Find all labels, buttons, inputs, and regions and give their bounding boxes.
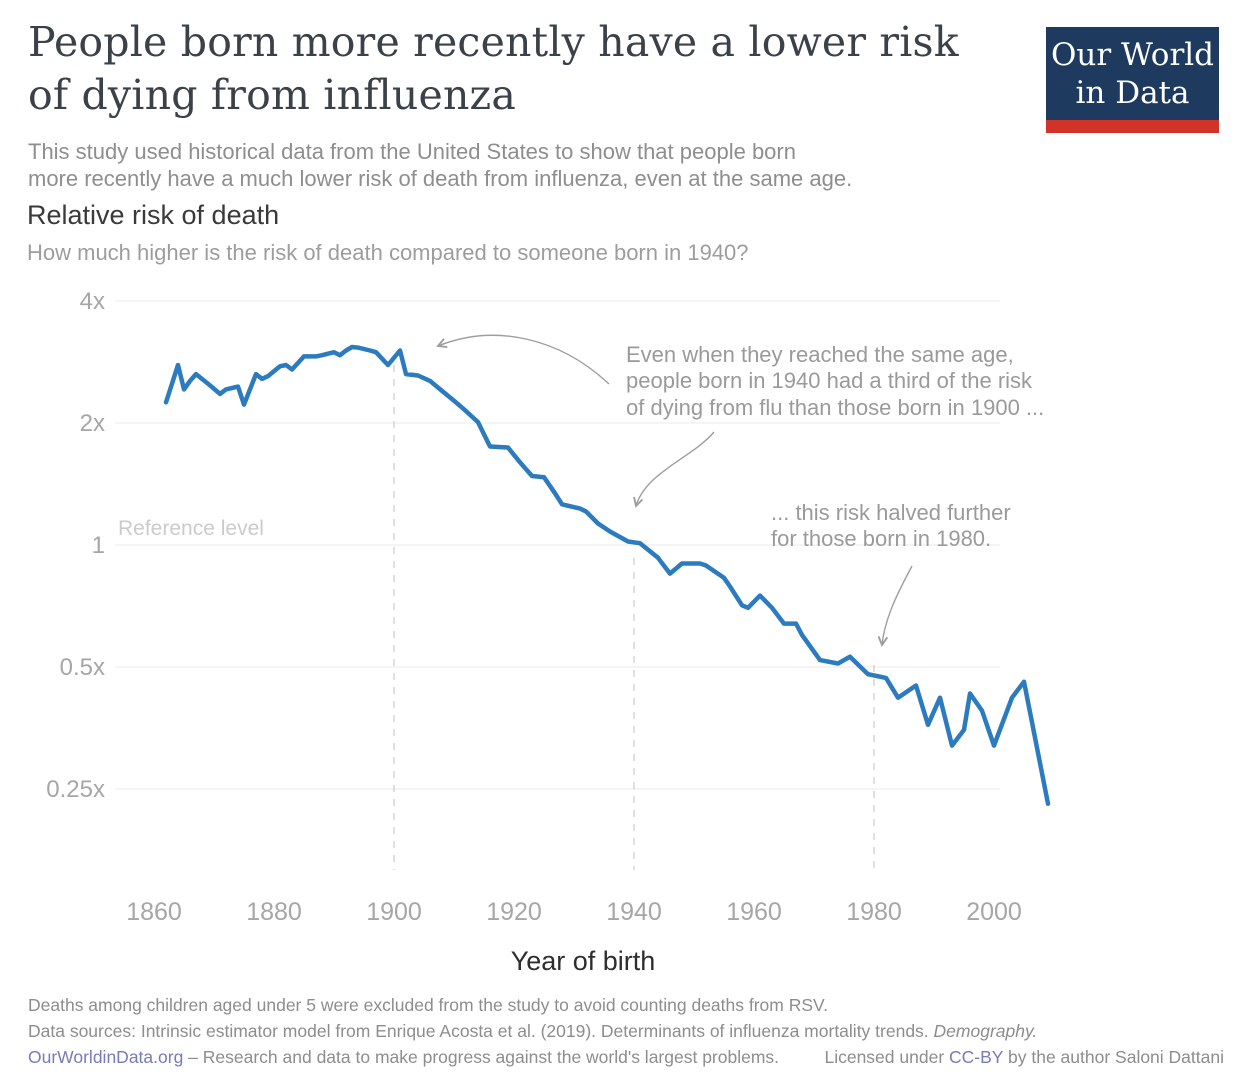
- footer: Deaths among children aged under 5 were …: [28, 995, 1224, 1067]
- reference-level-label: Reference level: [118, 517, 264, 540]
- y-tick-label: 1: [92, 532, 105, 559]
- license-prefix: Licensed under: [824, 1047, 950, 1067]
- owid-website-link[interactable]: OurWorldinData.org: [28, 1047, 184, 1067]
- x-axis-title: Year of birth: [510, 946, 656, 976]
- footer-owid: OurWorldinData.org – Research and data t…: [28, 1047, 779, 1067]
- y-tick-label: 0.5x: [60, 654, 105, 681]
- owid-logo: Our World in Data: [1046, 27, 1219, 133]
- footer-license: Licensed under CC-BY by the author Salon…: [824, 1047, 1224, 1067]
- x-tick-label: 1860: [126, 898, 182, 926]
- page-subtitle-line: more recently have a much lower risk of …: [28, 166, 853, 191]
- x-tick-label: 1920: [486, 898, 542, 926]
- y-tick-label: 4x: [80, 288, 105, 315]
- cc-by-link[interactable]: CC-BY: [949, 1047, 1004, 1067]
- page-subtitle-line: This study used historical data from the…: [28, 139, 796, 164]
- annotation-1900-vs-1940: Even when they reached the same age, peo…: [626, 342, 1044, 421]
- annotation-line: for those born in 1980.: [771, 526, 992, 552]
- risk-line: [163, 344, 1051, 806]
- annotation-line: Even when they reached the same age,: [626, 342, 1014, 367]
- page-title-line: of dying from influenza: [28, 71, 516, 119]
- footer-note: Deaths among children aged under 5 were …: [28, 995, 828, 1015]
- owid-logo-text-line: in Data: [1075, 74, 1190, 111]
- owid-logo-box: Our World in Data: [1046, 27, 1219, 120]
- annotation-line: ... this risk halved further: [771, 500, 1011, 525]
- x-tick-label: 1980: [846, 898, 902, 926]
- footer-sources-journal: Demography.: [933, 1021, 1038, 1041]
- page-title-line: People born more recently have a lower r…: [28, 18, 959, 66]
- annotation-1980: ... this risk halved further for those b…: [771, 500, 1011, 553]
- owid-logo-red-bar: [1046, 120, 1219, 133]
- x-tick-label: 1900: [366, 898, 422, 926]
- x-tick-label: 1940: [606, 898, 662, 926]
- page-title: People born more recently have a lower r…: [28, 16, 988, 122]
- chart-title: Relative risk of death: [27, 200, 280, 230]
- page-subtitle: This study used historical data from the…: [28, 138, 852, 192]
- annotation-arrow: [436, 334, 610, 385]
- annotation-line: people born in 1940 had a third of the r…: [626, 368, 1033, 394]
- footer-sources: Data sources: Intrinsic estimator model …: [28, 1021, 1224, 1041]
- y-tick-label: 2x: [80, 410, 105, 437]
- annotation-arrow: [633, 431, 715, 508]
- footer-sources-text: Data sources: Intrinsic estimator model …: [28, 1021, 934, 1041]
- y-tick-label: 0.25x: [46, 776, 105, 803]
- x-tick-label: 1880: [246, 898, 302, 926]
- footer-tagline: – Research and data to make progress aga…: [183, 1047, 780, 1067]
- chart-svg: 4x 2x 1 0.5x 0.25x Reference level 1860 1880 190…: [46, 288, 1051, 926]
- x-tick-label: 1960: [726, 898, 782, 926]
- license-suffix: by the author Saloni Dattani: [1003, 1047, 1224, 1067]
- footer-bottom-row: OurWorldinData.org – Research and data t…: [28, 1047, 1224, 1067]
- chart-subtitle: How much higher is the risk of death com…: [27, 240, 749, 265]
- annotation-arrow: [877, 565, 913, 647]
- x-tick-label: 2000: [966, 898, 1022, 926]
- owid-logo-text-line: Our World: [1050, 36, 1215, 73]
- annotation-line: of dying from flu than those born in 190…: [626, 394, 1045, 420]
